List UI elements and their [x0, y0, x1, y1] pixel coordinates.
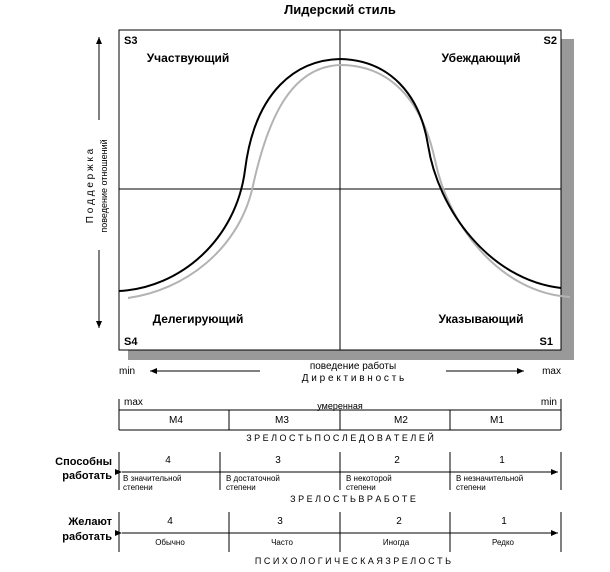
- quadrant-code-s4: S4: [124, 336, 138, 348]
- diagram-title: Лидерский стиль: [284, 2, 396, 17]
- maturity-level-m4: M4: [169, 415, 183, 426]
- x-axis-subtitle: поведение работы: [310, 360, 396, 372]
- x-axis-max-label: max: [542, 366, 561, 377]
- ability-label-line1: Способны: [55, 456, 112, 468]
- ability-desc-4-line2: степени: [456, 483, 486, 492]
- ability-desc-2-line1: В достаточной: [226, 474, 280, 483]
- ability-desc-4-line1: В незначительной: [456, 474, 523, 483]
- ability-number-4: 4: [165, 455, 171, 466]
- willingness-desc-2: Часто: [271, 538, 293, 547]
- maturity-level-m3: M3: [275, 415, 289, 426]
- maturity-level-m1: M1: [490, 415, 504, 426]
- leadership-curve: [118, 57, 562, 292]
- willingness-number-2: 2: [396, 516, 402, 527]
- ability-desc-1-line1: В значительной: [123, 474, 181, 483]
- ability-number-3: 3: [275, 455, 281, 466]
- x-axis-min-label: min: [119, 366, 135, 377]
- maturity-max-label: max: [124, 397, 143, 408]
- quadrant-label-delegating: Делегирующий: [153, 312, 244, 326]
- maturity-level-m2: M2: [394, 415, 408, 426]
- ability-desc-1-line2: степени: [123, 483, 153, 492]
- maturity-scale-lines: [118, 399, 562, 431]
- y-axis-subtitle: поведение отношений: [99, 139, 109, 232]
- quadrant-code-s3: S3: [124, 35, 137, 47]
- quadrant-label-selling: Убеждающий: [441, 51, 520, 65]
- y-axis-title: П о д д е р ж к а: [85, 148, 96, 223]
- quadrant-code-s2: S2: [544, 35, 557, 47]
- willingness-number-3: 3: [277, 516, 283, 527]
- willingness-caption: П С И Х О Л О Г И Ч Е С К А Я З Р Е Л О …: [255, 556, 451, 566]
- quadrant-label-participating: Участвующий: [147, 51, 230, 65]
- willingness-desc-1: Обычно: [155, 538, 185, 547]
- maturity-moderate-label: умеренная: [317, 401, 363, 411]
- quadrant-code-s1: S1: [540, 336, 553, 348]
- willingness-number-4: 4: [167, 516, 173, 527]
- maturity-caption: З Р Е Л О С Т Ь П О С Л Е Д О В А Т Е Л …: [246, 432, 434, 443]
- ability-caption: З Р Е Л О С Т Ь В Р А Б О Т Е: [290, 494, 416, 504]
- ability-desc-2-line2: степени: [226, 483, 256, 492]
- willingness-desc-4: Редко: [492, 538, 515, 547]
- ability-desc-3-line1: В некоторой: [346, 474, 392, 483]
- willingness-number-1: 1: [501, 516, 507, 527]
- ability-desc-3-line2: степени: [346, 483, 376, 492]
- ability-label-line2: работать: [62, 470, 112, 482]
- ability-number-2: 2: [394, 455, 400, 466]
- x-axis-title: Д и р е к т и в н о с т ь: [302, 373, 405, 384]
- willingness-label-line2: работать: [62, 531, 112, 543]
- maturity-min-label: min: [541, 397, 557, 408]
- willingness-label-line1: Желают: [67, 516, 112, 528]
- ability-scale-lines: [115, 452, 562, 490]
- willingness-scale-lines: [115, 512, 562, 552]
- willingness-desc-3: Иногда: [383, 538, 410, 547]
- quadrant-label-telling: Указывающий: [438, 312, 523, 326]
- ability-number-1: 1: [499, 455, 505, 466]
